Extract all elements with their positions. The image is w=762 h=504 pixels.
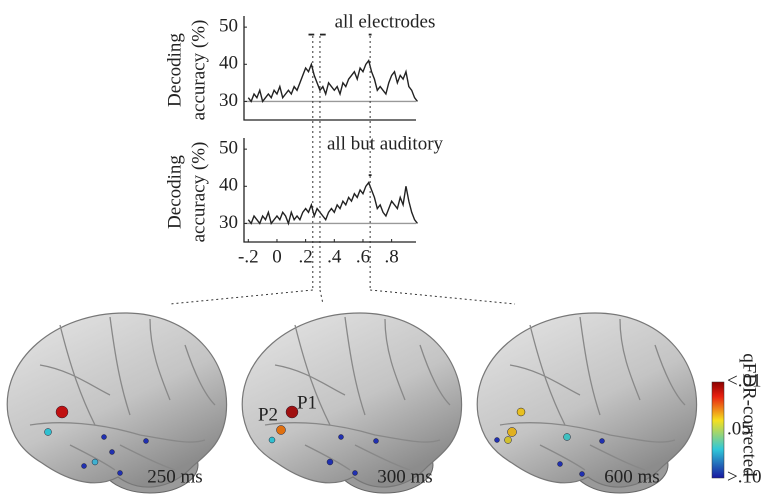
colorbar [711, 381, 725, 479]
line [247, 59, 418, 103]
x-tick-label: 0 [272, 246, 282, 267]
colorbar-label: >.10 [727, 466, 761, 487]
y-axis-label: Decoding [164, 155, 185, 229]
time-label: 300 ms [377, 466, 432, 487]
axis [243, 16, 416, 121]
colorbar-label: .05 [727, 418, 751, 439]
y-axis-label: accuracy (%) [188, 20, 209, 121]
x-tick-label: -.2 [238, 246, 259, 267]
y-tick-label: 50 [219, 138, 238, 159]
brain [476, 312, 698, 494]
time-label: 250 ms [147, 466, 202, 487]
x-tick-label: .8 [385, 246, 399, 267]
time-label: 600 ms [604, 466, 659, 487]
electrodes [44, 405, 605, 477]
x-tick-label: .2 [299, 246, 313, 267]
connector [319, 289, 324, 305]
colorbar-title: qFDR-corrected [739, 353, 760, 477]
line [247, 181, 418, 226]
electrode-label: P1 [297, 392, 317, 413]
chart-title: all electrodes [335, 11, 436, 32]
y-axis-label: Decoding [164, 33, 185, 107]
connector [370, 289, 516, 305]
colorbar-label: <.01 [727, 370, 761, 391]
x-tick-label: .4 [327, 246, 342, 267]
y-tick-label: 40 [219, 175, 238, 196]
connector [169, 289, 313, 305]
y-tick-label: 30 [219, 212, 238, 233]
y-tick-label: 30 [219, 90, 238, 111]
electrode-label: P2 [258, 404, 278, 425]
chart-title: all but auditory [327, 133, 444, 154]
axis [243, 138, 416, 243]
y-axis-label: accuracy (%) [188, 142, 209, 243]
y-tick-label: 40 [219, 53, 238, 74]
y-tick-label: 50 [219, 16, 238, 37]
x-tick-label: .6 [356, 246, 370, 267]
